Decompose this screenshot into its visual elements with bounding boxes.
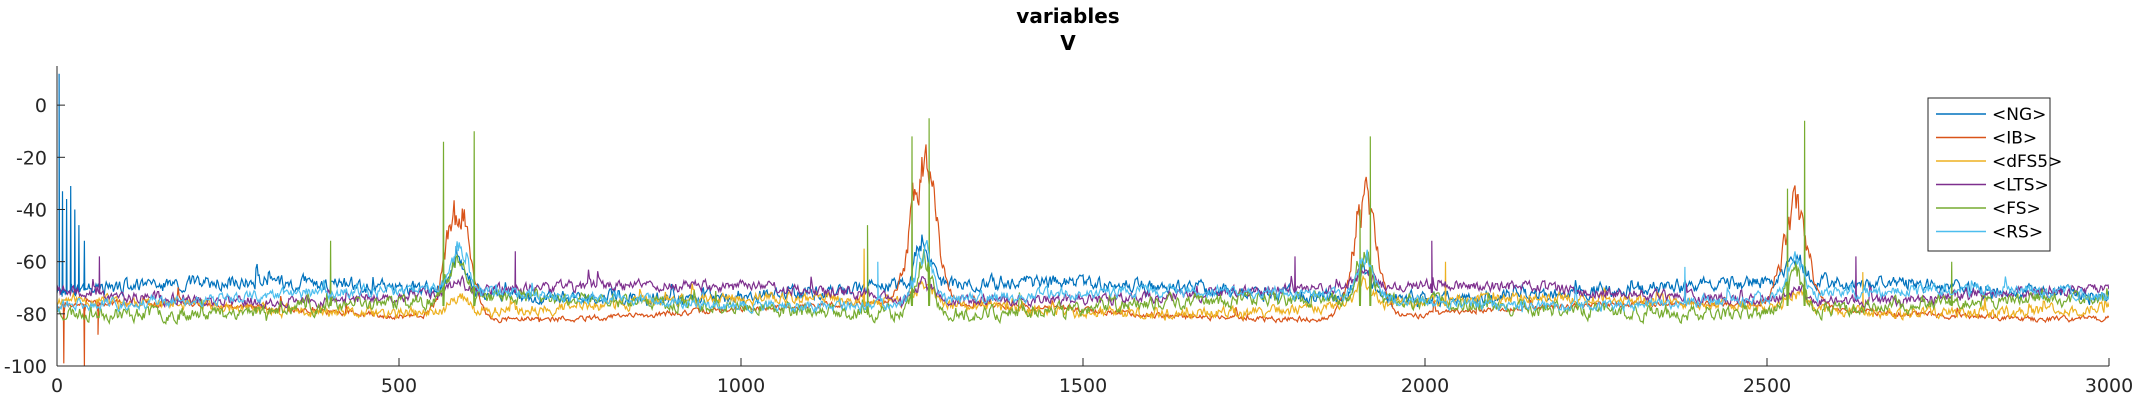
legend-label: <IB> (1992, 129, 2037, 149)
y-tick-label: -80 (16, 304, 47, 326)
legend-label: <LTS> (1992, 176, 2049, 196)
legend-label: <RS> (1992, 223, 2043, 243)
legend-box (1927, 97, 2051, 252)
x-tick-label: 500 (381, 375, 417, 397)
chart-subtitle: V (1060, 31, 1076, 55)
x-tick-label: 1500 (1059, 375, 1107, 397)
y-tick-label: -100 (4, 356, 47, 378)
y-tick-label: -20 (16, 147, 47, 169)
series-line-1 (57, 144, 2109, 366)
y-tick-label: -60 (16, 252, 47, 274)
plot-area (57, 73, 2109, 366)
x-tick-label: 2500 (1743, 375, 1791, 397)
x-tick-label: 1000 (717, 375, 765, 397)
y-tick-label: -40 (16, 199, 47, 221)
x-tick-label: 0 (51, 375, 63, 397)
x-tick-label: 3000 (2085, 375, 2133, 397)
y-tick-label: 0 (35, 95, 47, 117)
axes: 0 500 1000 1500 2000 2500 3000 -100 -80 -60 -40 -20… (4, 66, 2133, 397)
series-line-5 (57, 239, 2109, 315)
x-tick-label: 2000 (1401, 375, 1449, 397)
series-line-4 (57, 118, 2109, 326)
series-layer (57, 73, 2109, 366)
series-line-3 (57, 240, 2109, 310)
legend: <NG> <IB> <dFS5> <LTS> <FS> <RS> (1927, 97, 2062, 252)
chart-title: variables (1016, 4, 1119, 28)
legend-label: <dFS5> (1992, 152, 2062, 172)
legend-label: <FS> (1992, 199, 2041, 219)
series-line-0 (57, 73, 2109, 309)
legend-label: <NG> (1992, 105, 2046, 125)
